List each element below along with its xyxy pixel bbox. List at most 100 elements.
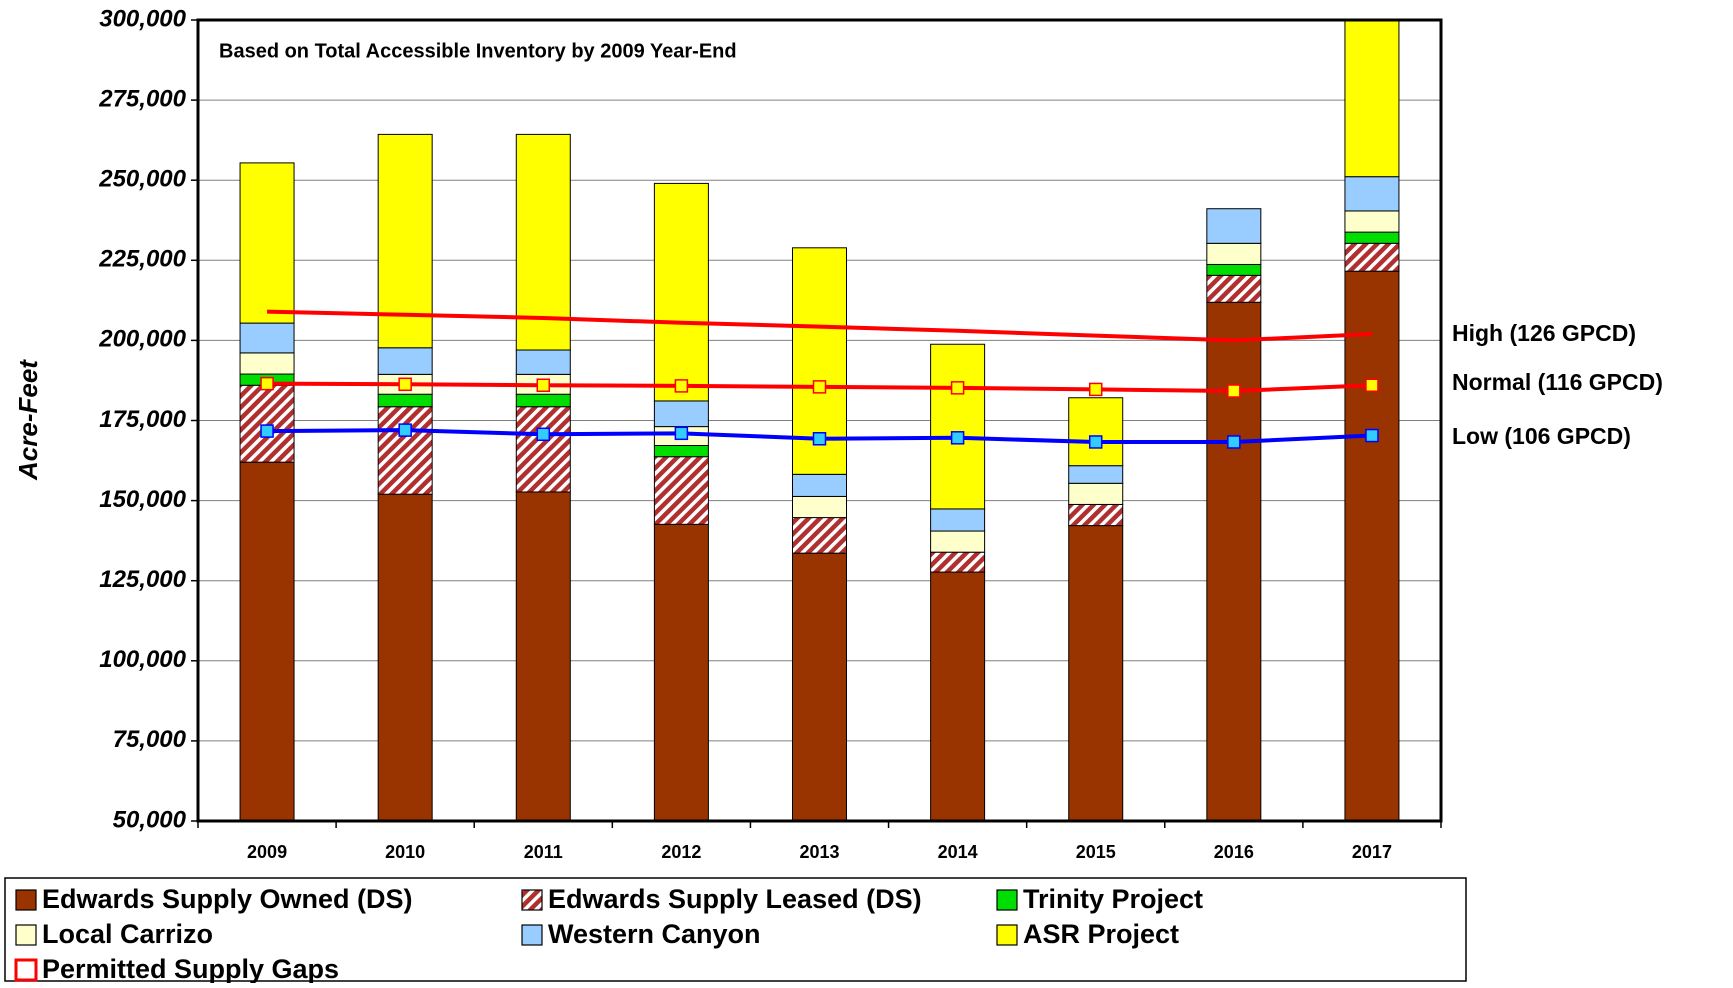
- bar-segment: [1068, 397, 1124, 467]
- bar-segment: [792, 473, 847, 497]
- y-tick-label: 125,000: [99, 566, 186, 593]
- legend-swatch: [521, 924, 543, 946]
- x-tick-label: 2012: [661, 842, 701, 862]
- bar-segment: [1206, 274, 1262, 303]
- line-label: High (126 GPCD): [1452, 320, 1636, 346]
- bar-segment: [1068, 482, 1124, 505]
- x-tick-label: 2016: [1214, 842, 1254, 862]
- bar-segment: [792, 517, 847, 554]
- bar-segment: [1206, 208, 1262, 244]
- bar-segment: [515, 491, 571, 822]
- bar-segment: [1206, 242, 1262, 265]
- legend-swatch: [15, 889, 37, 911]
- line-label: Normal (116 GPCD): [1452, 369, 1663, 395]
- legend-box: [4, 877, 1467, 982]
- legend-swatch: [996, 924, 1018, 946]
- line-label: Low (106 GPCD): [1452, 423, 1631, 449]
- bar-segment: [653, 523, 709, 822]
- line-marker: [536, 378, 551, 393]
- bar-segment: [1344, 242, 1400, 272]
- bar-segment: [239, 162, 295, 324]
- bar-segment: [377, 493, 433, 822]
- y-tick-label: 250,000: [98, 166, 186, 193]
- bar-segment: [653, 456, 709, 525]
- line-marker: [674, 426, 689, 441]
- bar-segment: [1344, 210, 1400, 233]
- legend-label: Trinity Project: [1023, 884, 1203, 914]
- line-marker: [260, 376, 274, 391]
- bar-segment: [377, 406, 433, 495]
- line-marker: [950, 381, 965, 395]
- legend-swatch: [521, 889, 543, 911]
- line-marker: [260, 424, 274, 438]
- plot-border: [196, 18, 1443, 823]
- bar-segment: [1068, 525, 1124, 822]
- y-tick-label: 150,000: [99, 486, 186, 513]
- bar-segment: [792, 552, 847, 822]
- line-marker: [398, 423, 412, 437]
- line-marker: [1088, 382, 1103, 397]
- x-tick-label: 2009: [247, 842, 287, 862]
- bar-segment: [930, 343, 986, 510]
- bar-segment: [377, 347, 433, 375]
- bar-segment: [1068, 503, 1124, 527]
- bar-segment: [930, 530, 986, 553]
- y-tick-label: 300,000: [99, 5, 186, 32]
- annotation: Based on Total Accessible Inventory by 2…: [219, 40, 737, 62]
- bar-segment: [653, 182, 709, 402]
- x-tick-label: 2011: [524, 842, 563, 862]
- legend-swatch: [14, 958, 38, 982]
- y-tick-label: 175,000: [99, 406, 186, 433]
- line-marker: [812, 432, 827, 446]
- line-marker: [812, 380, 827, 394]
- y-tick-label: 275,000: [98, 85, 186, 112]
- bar-segment: [515, 393, 571, 408]
- line-marker: [1227, 384, 1241, 398]
- line-marker: [536, 427, 551, 442]
- bar-segment: [377, 393, 433, 408]
- y-tick-label: 200,000: [98, 326, 186, 353]
- bar-segment: [930, 571, 986, 822]
- bar-segment: [1344, 176, 1400, 212]
- legend-swatch: [15, 924, 37, 946]
- bar-segment: [930, 551, 986, 573]
- line-series: [267, 309, 1373, 343]
- bar-segment: [515, 406, 571, 493]
- bar-segment: [1344, 270, 1400, 822]
- line-marker: [1365, 378, 1379, 393]
- bar-segment: [239, 461, 295, 822]
- line-marker: [674, 379, 689, 393]
- bar-segment: [1344, 231, 1400, 244]
- legend-label: Edwards Supply Leased (DS): [548, 884, 922, 914]
- bar-segment: [515, 349, 571, 375]
- y-axis-label: Acre-Feet: [13, 359, 43, 481]
- bar-segment: [1206, 263, 1262, 276]
- y-tick-label: 75,000: [113, 726, 187, 753]
- bar-segment: [1068, 465, 1124, 484]
- bar-segment: [239, 322, 295, 354]
- line-marker: [1088, 435, 1103, 449]
- bar-segment: [239, 352, 295, 375]
- y-tick-label: 225,000: [98, 246, 186, 273]
- legend-label: Western Canyon: [548, 919, 761, 949]
- x-tick-label: 2013: [799, 842, 839, 862]
- bar-segment: [653, 444, 709, 458]
- line-marker: [950, 431, 965, 445]
- x-tick-label: 2014: [938, 842, 978, 862]
- x-tick-label: 2010: [385, 842, 425, 862]
- line-marker: [1227, 435, 1241, 449]
- bar-segment: [1344, 19, 1400, 178]
- legend-label: ASR Project: [1023, 919, 1179, 949]
- bar-segment: [239, 384, 295, 463]
- bar-segment: [930, 508, 986, 532]
- x-tick-label: 2015: [1076, 842, 1116, 862]
- x-tick-label: 2017: [1352, 842, 1392, 862]
- line-marker: [398, 377, 412, 392]
- bar-segment: [377, 133, 433, 349]
- y-tick-label: 100,000: [99, 646, 186, 673]
- bar-segment: [1206, 301, 1262, 822]
- bar-segment: [792, 495, 847, 519]
- legend-label: Local Carrizo: [42, 919, 213, 949]
